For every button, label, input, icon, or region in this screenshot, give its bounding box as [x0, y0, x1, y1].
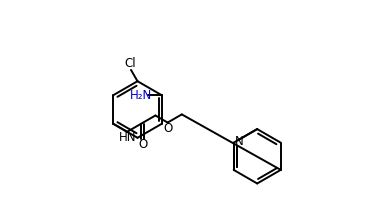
Text: Cl: Cl: [124, 57, 136, 70]
Text: O: O: [138, 138, 147, 152]
Text: HN: HN: [119, 131, 136, 144]
Text: H₂N: H₂N: [130, 89, 152, 102]
Text: N: N: [235, 135, 244, 148]
Text: O: O: [164, 122, 173, 135]
